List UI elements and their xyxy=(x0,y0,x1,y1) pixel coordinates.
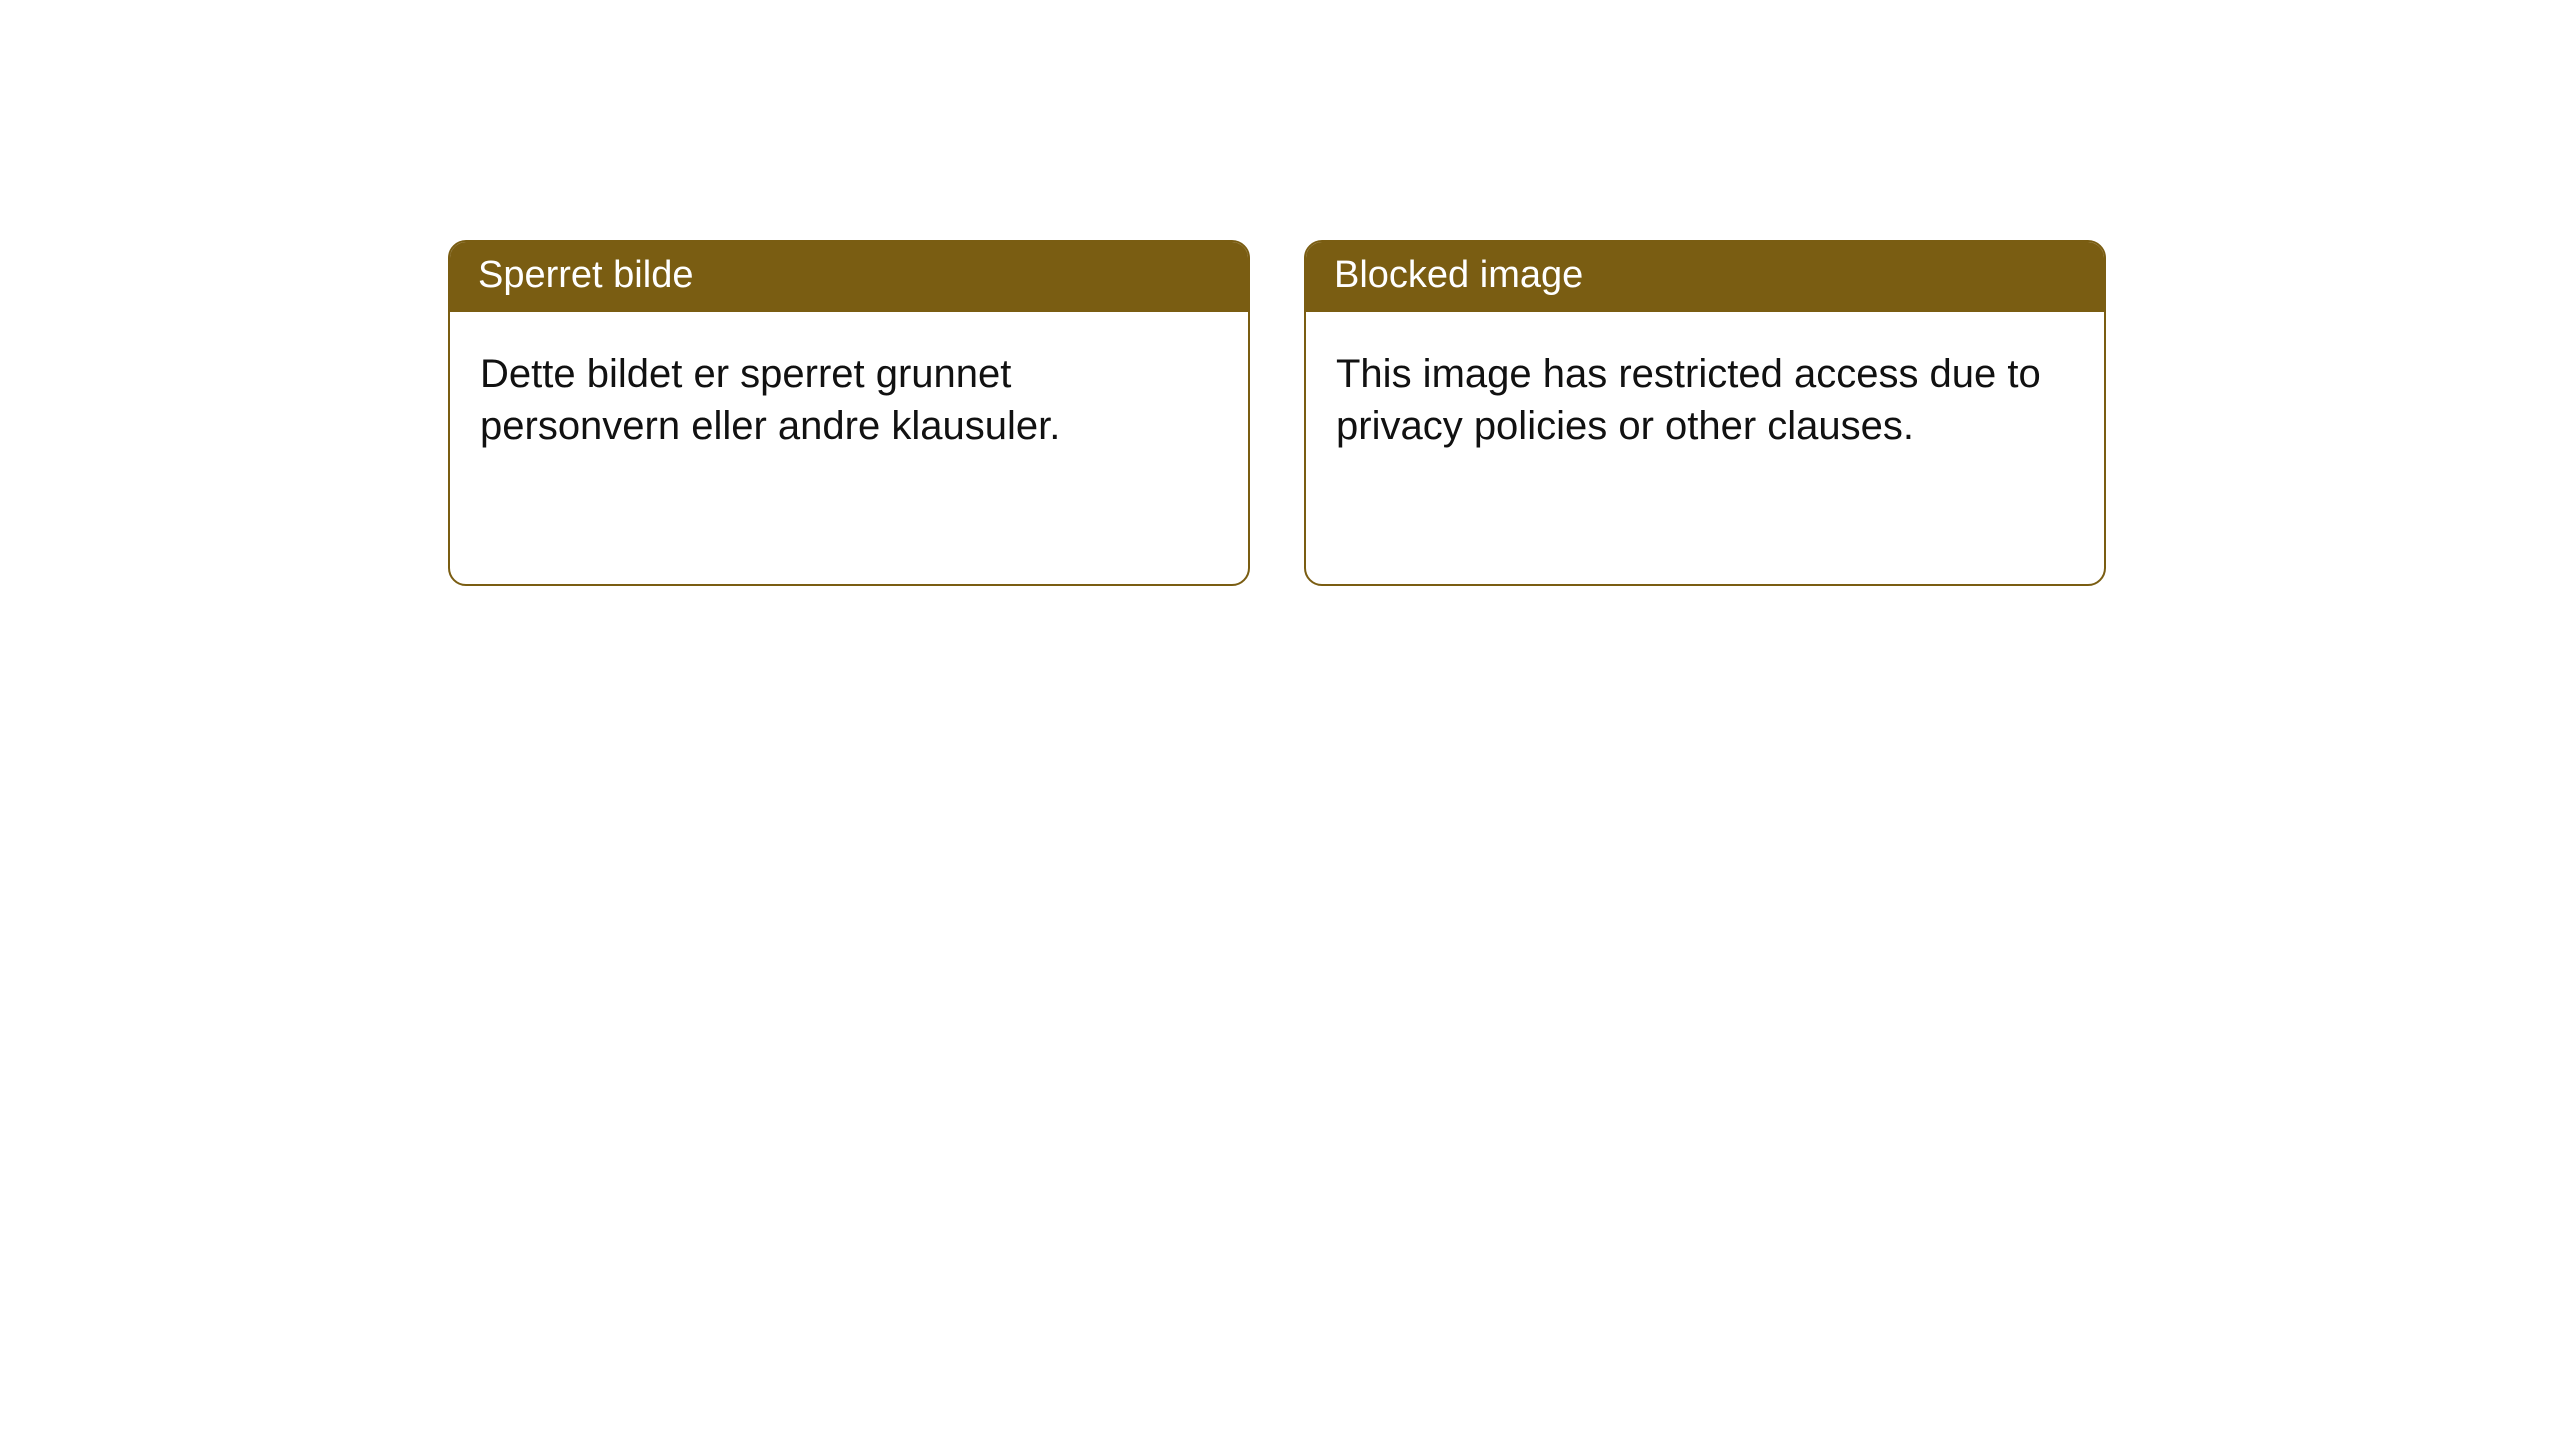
notice-card-english: Blocked image This image has restricted … xyxy=(1304,240,2106,586)
notice-card-title: Blocked image xyxy=(1306,242,2104,312)
notice-card-body: This image has restricted access due to … xyxy=(1306,312,2104,584)
notice-card-title: Sperret bilde xyxy=(450,242,1248,312)
notice-card-norwegian: Sperret bilde Dette bildet er sperret gr… xyxy=(448,240,1250,586)
notice-card-body: Dette bildet er sperret grunnet personve… xyxy=(450,312,1248,584)
notice-cards-row: Sperret bilde Dette bildet er sperret gr… xyxy=(0,0,2560,586)
